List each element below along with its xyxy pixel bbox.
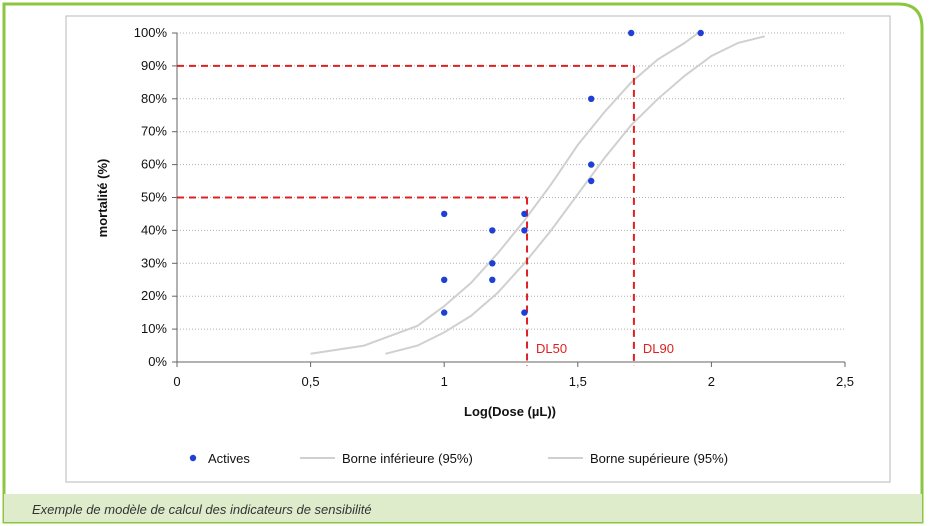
y-tick-label: 10% bbox=[141, 321, 167, 336]
y-tick-label: 90% bbox=[141, 58, 167, 73]
x-tick-label: 0 bbox=[173, 374, 180, 389]
data-point bbox=[441, 210, 448, 218]
x-tick-label: 1 bbox=[441, 374, 448, 389]
data-point bbox=[588, 161, 595, 168]
x-tick-label: 1,5 bbox=[569, 374, 587, 389]
y-tick-label: 80% bbox=[141, 91, 167, 106]
figure-caption: Exemple de modèle de calcul des indicate… bbox=[32, 502, 372, 517]
y-tick-label: 0% bbox=[148, 354, 167, 369]
dl50-label: DL50 bbox=[536, 341, 567, 356]
y-tick-label: 100% bbox=[134, 25, 168, 40]
y-tick-label: 30% bbox=[141, 255, 167, 270]
legend-label-actives: Actives bbox=[208, 451, 250, 466]
data-point bbox=[588, 95, 595, 103]
data-point bbox=[588, 177, 595, 185]
y-tick-label: 60% bbox=[141, 157, 167, 172]
legend-label-lower: Borne inférieure (95%) bbox=[342, 451, 473, 466]
chart-legend: Actives Borne inférieure (95%) Borne sup… bbox=[189, 451, 728, 466]
data-point bbox=[628, 29, 635, 37]
data-point bbox=[441, 309, 448, 316]
x-tick-label: 2 bbox=[708, 374, 715, 389]
data-point bbox=[521, 210, 528, 218]
y-tick-label: 40% bbox=[141, 222, 167, 237]
data-point bbox=[521, 227, 528, 234]
x-tick-label: 0,5 bbox=[302, 374, 320, 389]
data-point bbox=[489, 260, 496, 267]
data-point bbox=[489, 276, 496, 283]
legend-marker-actives bbox=[189, 454, 197, 462]
data-point bbox=[441, 276, 448, 283]
chart-area-border bbox=[65, 15, 891, 483]
data-point bbox=[521, 309, 528, 316]
legend-label-upper: Borne supérieure (95%) bbox=[590, 451, 728, 466]
upper-bound-curve bbox=[385, 35, 766, 355]
y-tick-label: 70% bbox=[141, 124, 167, 139]
data-point bbox=[489, 227, 496, 234]
x-tick-label: 2,5 bbox=[836, 374, 854, 389]
x-axis-label: Log(Dose (µL)) bbox=[464, 404, 556, 419]
dl90-label: DL90 bbox=[643, 341, 674, 356]
data-point bbox=[697, 29, 704, 37]
y-axis-label: mortalité (%) bbox=[95, 159, 110, 238]
y-tick-label: 20% bbox=[141, 288, 167, 303]
caption-bar bbox=[4, 494, 922, 522]
y-tick-label: 50% bbox=[141, 190, 167, 205]
lower-bound-curve bbox=[310, 32, 699, 355]
